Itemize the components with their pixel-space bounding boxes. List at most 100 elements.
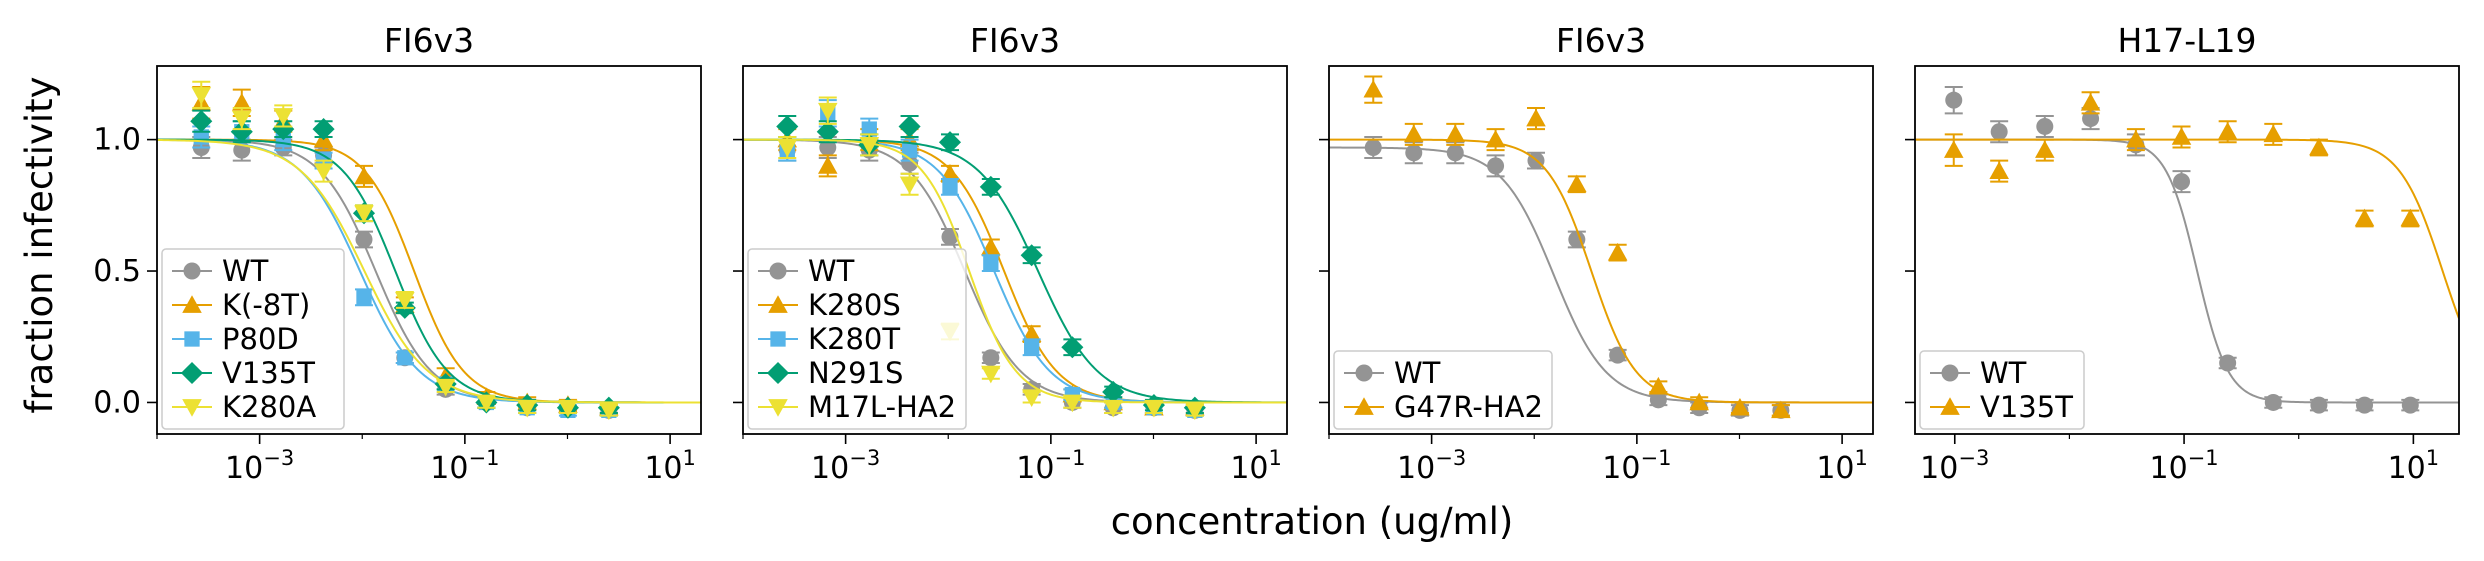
- plot-area: [1329, 75, 1873, 419]
- data-point: [1730, 397, 1750, 416]
- x-tick-label: 10−3: [225, 446, 294, 486]
- point-marker: [190, 110, 213, 133]
- legend-label: N291S: [808, 356, 903, 390]
- fit-curve: [157, 138, 701, 404]
- point-marker: [231, 93, 252, 111]
- point-marker: [599, 402, 619, 421]
- data-point: [476, 394, 497, 413]
- data-point: [2355, 396, 2374, 414]
- point-marker: [777, 139, 798, 158]
- point-marker: [2126, 129, 2146, 148]
- point-marker: [1021, 324, 1042, 342]
- point-marker: [2401, 396, 2419, 414]
- point-marker: [191, 87, 212, 105]
- legend-item: WT: [172, 254, 269, 288]
- legend-label: P80D: [222, 322, 299, 356]
- point-marker: [861, 121, 877, 137]
- data-point: [2309, 396, 2328, 414]
- data-point: [2401, 396, 2420, 414]
- data-point: [2309, 137, 2329, 157]
- legend-label: K280A: [222, 390, 316, 424]
- data-point: [859, 133, 880, 157]
- legend-marker: [1941, 364, 1959, 382]
- x-tick-label: 10−1: [1016, 446, 1085, 486]
- point-marker: [2219, 354, 2237, 372]
- point-marker: [1990, 123, 2008, 141]
- point-marker: [1144, 399, 1164, 418]
- legend-marker: [183, 262, 201, 280]
- y-tick-label: 0.0: [93, 385, 141, 420]
- data-point: [1061, 336, 1084, 359]
- data-point: [354, 204, 374, 223]
- point-marker: [1989, 161, 2009, 179]
- plot-area: [1915, 86, 2459, 414]
- data-point: [981, 254, 1000, 273]
- point-marker: [816, 120, 839, 143]
- legend-label: K280S: [808, 288, 901, 322]
- x-tick-label: 10−1: [2149, 446, 2218, 486]
- data-point: [898, 114, 921, 138]
- point-marker: [901, 154, 919, 172]
- data-point: [899, 172, 920, 196]
- point-marker: [1445, 124, 1466, 143]
- point-marker: [356, 289, 372, 305]
- axes-frame: [1328, 65, 1874, 435]
- data-point: [1185, 402, 1205, 421]
- legend-item: P80D: [172, 322, 299, 356]
- point-marker: [2080, 93, 2101, 111]
- data-point: [981, 349, 1000, 367]
- data-point: [273, 104, 294, 128]
- legend-label: K(-8T): [222, 288, 310, 322]
- point-marker: [2173, 173, 2191, 191]
- point-marker: [1403, 124, 1424, 143]
- point-marker: [230, 120, 253, 143]
- figure-y-axis-label: fraction infectivity: [18, 76, 61, 413]
- legend-label: WT: [222, 254, 269, 288]
- point-marker: [1487, 157, 1505, 175]
- point-marker: [558, 399, 578, 418]
- legend-marker: [769, 262, 787, 280]
- point-marker: [2310, 396, 2328, 414]
- legend-item: G47R-HA2: [1344, 390, 1543, 424]
- point-marker: [938, 131, 962, 154]
- legend-label: M17L-HA2: [808, 390, 956, 424]
- legend-item: K280T: [758, 322, 900, 356]
- data-point: [1102, 380, 1125, 403]
- legend-item: WT: [1930, 356, 2027, 390]
- point-marker: [313, 163, 334, 181]
- data-point: [599, 402, 619, 421]
- point-marker: [1405, 144, 1423, 162]
- data-point: [2035, 138, 2055, 162]
- point-marker: [1771, 400, 1791, 419]
- data-point: [1103, 399, 1123, 418]
- data-point: [940, 178, 959, 196]
- legend-label: WT: [808, 254, 855, 288]
- legend-marker: [1940, 397, 1960, 415]
- figure-x-axis-label: concentration (ug/ml): [1111, 500, 1514, 543]
- data-point: [2035, 114, 2054, 138]
- data-point: [2354, 208, 2375, 228]
- point-marker: [272, 118, 295, 141]
- x-tick-label: 10−3: [1920, 446, 1989, 486]
- point-marker: [1943, 140, 1964, 158]
- point-marker: [981, 365, 1001, 384]
- point-marker: [2263, 124, 2284, 143]
- series-WT: [1915, 86, 2459, 414]
- point-marker: [1024, 339, 1040, 355]
- point-marker: [517, 399, 537, 418]
- point-marker: [231, 110, 252, 129]
- point-marker: [1526, 108, 1546, 127]
- data-point: [2218, 354, 2237, 372]
- data-point: [1445, 122, 1466, 146]
- point-marker: [2356, 396, 2374, 414]
- x-tick-label: 10−1: [430, 446, 499, 486]
- point-marker: [1021, 389, 1042, 407]
- x-tick-label: 101: [2388, 446, 2440, 486]
- legend-item: WT: [1344, 356, 1441, 390]
- data-point: [354, 288, 373, 307]
